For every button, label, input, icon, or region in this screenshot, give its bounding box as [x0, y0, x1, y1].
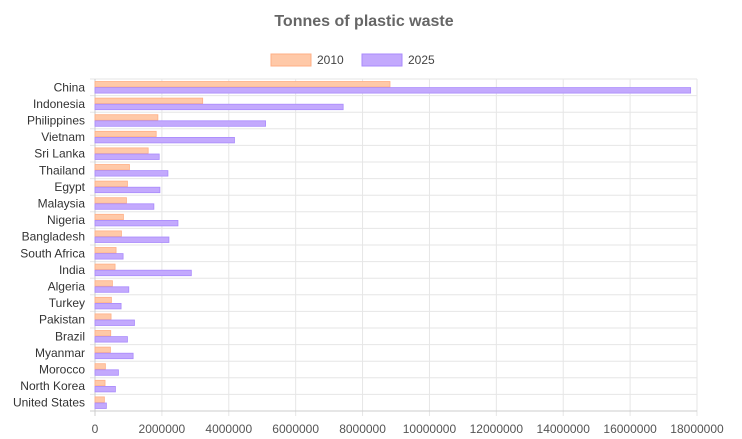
- category-label: Nigeria: [47, 213, 85, 227]
- bar-china-2025[interactable]: [94, 87, 692, 94]
- bar-malaysia-2010[interactable]: [94, 197, 127, 204]
- category-label: Sri Lanka: [34, 147, 85, 161]
- category-label: Indonesia: [33, 97, 85, 111]
- bar-indonesia-2025[interactable]: [94, 103, 344, 111]
- bar-myanmar-2010[interactable]: [94, 346, 111, 354]
- x-tick-label: 18000000: [670, 422, 724, 436]
- bar-india-2025[interactable]: [94, 269, 192, 277]
- bar-malaysia-2025[interactable]: [94, 203, 155, 210]
- x-tick-label: 10000000: [403, 422, 457, 436]
- legend-swatch-2010[interactable]: [270, 53, 312, 67]
- bar-morocco-2025[interactable]: [94, 369, 119, 376]
- category-label: India: [59, 263, 85, 277]
- bar-bangladesh-2010[interactable]: [94, 230, 122, 237]
- category-label: Thailand: [39, 163, 85, 177]
- bar-myanmar-2025[interactable]: [94, 352, 134, 360]
- bar-turkey-2010[interactable]: [94, 296, 112, 304]
- legend[interactable]: 2010 2025: [270, 53, 435, 67]
- x-tick-label: 16000000: [603, 422, 657, 436]
- bar-bangladesh-2025[interactable]: [94, 236, 170, 243]
- bar-indonesia-2010[interactable]: [94, 97, 204, 104]
- legend-label-2010[interactable]: 2010: [317, 53, 344, 67]
- grid-lines: [90, 78, 698, 416]
- bar-north-korea-2025[interactable]: [94, 385, 116, 393]
- bar-egypt-2010[interactable]: [94, 180, 128, 188]
- bar-china-2010[interactable]: [94, 81, 391, 88]
- bar-sri-lanka-2010[interactable]: [94, 147, 149, 154]
- bar-thailand-2025[interactable]: [94, 170, 169, 177]
- x-tick-label: 8000000: [339, 422, 386, 436]
- bar-united-states-2010[interactable]: [94, 396, 105, 403]
- category-label: Vietnam: [41, 130, 85, 144]
- chart-title: Tonnes of plastic waste: [274, 13, 453, 30]
- bar-egypt-2025[interactable]: [94, 186, 161, 194]
- category-label: Malaysia: [38, 197, 86, 211]
- bar-turkey-2025[interactable]: [94, 302, 122, 310]
- category-label: China: [54, 80, 86, 94]
- bar-philippines-2010[interactable]: [94, 114, 159, 121]
- bar-sri-lanka-2025[interactable]: [94, 153, 160, 160]
- bar-vietnam-2010[interactable]: [94, 130, 157, 138]
- bar-brazil-2010[interactable]: [94, 330, 112, 337]
- bar-algeria-2010[interactable]: [94, 280, 113, 287]
- x-axis-ticks: 0 2000000 4000000 6000000 8000000 10000000 120…: [92, 422, 724, 436]
- category-label: Turkey: [49, 296, 85, 310]
- bar-india-2010[interactable]: [94, 263, 116, 271]
- x-tick-label: 4000000: [205, 422, 252, 436]
- x-tick-label: 12000000: [470, 422, 524, 436]
- legend-label-2025[interactable]: 2025: [408, 53, 435, 67]
- x-tick-label: 14000000: [537, 422, 591, 436]
- bar-thailand-2010[interactable]: [94, 164, 130, 171]
- category-label: Philippines: [27, 114, 85, 128]
- category-labels: China Indonesia Philippines Vietnam Sri Lank…: [13, 80, 86, 409]
- category-label: South Africa: [20, 246, 85, 260]
- bar-north-korea-2010[interactable]: [94, 379, 106, 387]
- category-label: Myanmar: [35, 346, 85, 360]
- category-label: Morocco: [39, 363, 85, 377]
- category-label: North Korea: [20, 379, 85, 393]
- bar-morocco-2010[interactable]: [94, 363, 106, 370]
- x-tick-label: 6000000: [272, 422, 319, 436]
- category-label: Bangladesh: [22, 230, 85, 244]
- bar-south-africa-2025[interactable]: [94, 253, 124, 260]
- bar-algeria-2025[interactable]: [94, 286, 130, 293]
- bars: [94, 81, 692, 409]
- bar-united-states-2025[interactable]: [94, 402, 107, 409]
- bar-brazil-2025[interactable]: [94, 336, 128, 343]
- bar-nigeria-2025[interactable]: [94, 219, 179, 227]
- legend-swatch-2025[interactable]: [361, 53, 403, 67]
- bar-vietnam-2025[interactable]: [94, 136, 235, 144]
- x-tick-label: 0: [92, 422, 99, 436]
- category-label: United States: [13, 396, 85, 410]
- category-label: Algeria: [48, 280, 86, 294]
- bar-pakistan-2025[interactable]: [94, 319, 135, 326]
- category-label: Brazil: [55, 329, 85, 343]
- bar-pakistan-2010[interactable]: [94, 313, 112, 320]
- bar-nigeria-2010[interactable]: [94, 213, 124, 221]
- bar-south-africa-2010[interactable]: [94, 247, 117, 254]
- x-tick-label: 2000000: [139, 422, 186, 436]
- category-label: Pakistan: [39, 313, 85, 327]
- bar-philippines-2025[interactable]: [94, 120, 266, 127]
- category-label: Egypt: [54, 180, 85, 194]
